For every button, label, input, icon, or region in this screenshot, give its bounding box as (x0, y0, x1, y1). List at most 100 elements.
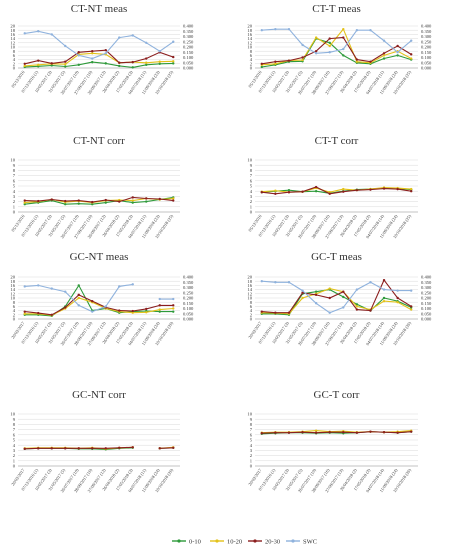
data-point-d10_20 (328, 44, 331, 48)
chart-gcnt_meas: GC-NT meas024681012141618200.0000.0500.1… (10, 251, 194, 346)
y2-tick-label: 0.200 (183, 296, 194, 301)
y2-tick-label: 0.050 (183, 311, 194, 316)
data-point-d0_10 (145, 200, 148, 203)
y-tick-label: 0 (13, 317, 16, 322)
data-point-d0_10 (50, 64, 53, 67)
data-point-d10_20 (301, 296, 304, 300)
data-point-d20_30 (355, 58, 359, 61)
y-tick-label: 10 (247, 158, 252, 163)
data-point-d0_10 (104, 201, 107, 204)
data-point-d0_10 (355, 303, 359, 306)
y-tick-label: 6 (250, 304, 253, 309)
data-point-d20_30 (396, 44, 399, 48)
data-point-d20_30 (77, 51, 80, 54)
y2-tick-label: 0.200 (421, 45, 432, 50)
y-tick-label: 18 (10, 28, 15, 33)
series-line-swc (24, 30, 174, 60)
data-point-swc (314, 302, 318, 305)
data-point-d10_20 (355, 60, 359, 63)
data-point-d20_30 (131, 309, 134, 313)
data-point-d0_10 (396, 54, 399, 57)
data-point-swc (158, 50, 161, 53)
y2-tick-label: 0.250 (183, 39, 194, 44)
data-point-swc (396, 51, 399, 54)
y2-tick-label: 0.100 (183, 306, 194, 311)
y-tick-label: 8 (13, 300, 16, 305)
data-point-swc (50, 33, 53, 36)
data-point-d20_30 (37, 447, 40, 450)
data-point-swc (23, 285, 26, 288)
data-point-d10_20 (64, 63, 67, 66)
data-point-d10_20 (382, 299, 386, 303)
data-point-swc (301, 43, 304, 47)
y-tick-label: 0 (250, 464, 253, 469)
y-tick-label: 7 (13, 427, 16, 432)
data-point-swc (328, 311, 331, 314)
data-point-swc (118, 36, 121, 39)
data-point-d0_10 (260, 65, 263, 69)
chart-title: CT-NT corr (73, 135, 125, 147)
y-tick-label: 6 (13, 53, 16, 58)
y-tick-label: 2 (250, 312, 253, 317)
chart-title: GC-T meas (311, 251, 362, 263)
data-point-swc (37, 30, 40, 33)
data-point-d0_10 (287, 188, 291, 192)
data-point-d20_30 (328, 37, 331, 40)
data-point-d10_20 (77, 296, 80, 300)
y-tick-label: 10 (10, 45, 15, 50)
y-tick-label: 8 (250, 422, 253, 427)
data-point-swc (37, 284, 40, 287)
data-point-d20_30 (382, 278, 386, 282)
data-point-d20_30 (172, 446, 175, 449)
y-tick-label: 1 (13, 458, 16, 463)
data-point-swc (131, 34, 134, 37)
y-tick-label: 6 (250, 178, 253, 183)
y2-tick-label: 0.300 (421, 285, 432, 290)
data-point-d0_10 (172, 62, 175, 65)
series-line-d20_30 (261, 279, 412, 314)
data-point-d20_30 (77, 447, 80, 450)
y-tick-label: 8 (13, 49, 16, 54)
y-tick-label: 18 (247, 279, 252, 284)
y-tick-label: 2 (13, 61, 16, 66)
data-point-d0_10 (158, 310, 161, 313)
data-point-d20_30 (23, 447, 26, 451)
y2-tick-label: 0.050 (421, 60, 432, 65)
chart-ctnt_corr: CT-NT corr01234567891005/12/201607/12/20… (10, 135, 180, 239)
y-tick-label: 14 (10, 36, 15, 41)
data-point-d20_30 (172, 199, 175, 202)
data-point-d20_30 (172, 55, 175, 59)
data-point-d0_10 (342, 54, 345, 57)
y-tick-label: 8 (13, 422, 16, 427)
data-point-swc (342, 47, 345, 51)
chart-title: CT-NT meas (71, 3, 128, 15)
data-point-d20_30 (355, 308, 359, 311)
y-tick-label: 2 (13, 453, 16, 458)
data-point-d20_30 (104, 198, 107, 202)
data-point-d20_30 (23, 310, 26, 313)
y-tick-label: 16 (247, 283, 252, 288)
data-point-swc (410, 289, 413, 292)
data-point-d10_20 (172, 197, 175, 200)
y-tick-label: 8 (250, 49, 253, 54)
y-tick-label: 16 (247, 32, 252, 37)
chart-title: GC-NT meas (70, 251, 129, 263)
series-line-d0_10 (261, 37, 412, 68)
series-line-d20_30 (24, 196, 174, 203)
data-point-swc (131, 283, 134, 286)
data-point-d10_20 (314, 36, 318, 39)
data-point-d20_30 (274, 192, 277, 195)
y-tick-label: 6 (250, 53, 253, 58)
data-point-d20_30 (382, 52, 386, 55)
series-line-d20_30 (24, 49, 174, 65)
y2-tick-label: 0.000 (421, 66, 432, 71)
data-point-swc (396, 289, 399, 292)
y-tick-label: 4 (13, 189, 16, 194)
data-point-d10_20 (131, 199, 134, 202)
y-tick-label: 6 (250, 432, 253, 437)
data-point-swc (64, 290, 67, 293)
y-tick-label: 0 (13, 210, 16, 215)
y-tick-label: 1 (250, 204, 253, 209)
data-point-d20_30 (260, 191, 263, 194)
data-point-d20_30 (287, 311, 291, 314)
